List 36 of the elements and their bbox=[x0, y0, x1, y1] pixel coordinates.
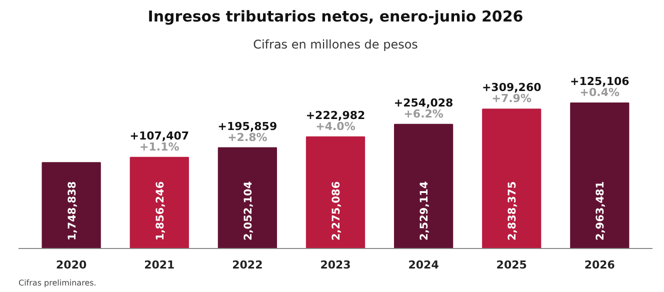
x-tick-label: 2024 bbox=[408, 258, 440, 272]
annotation: +6.2% bbox=[404, 107, 444, 120]
bar bbox=[218, 147, 278, 248]
data-label: 1,856,246 bbox=[154, 181, 166, 240]
x-tick-label: 2022 bbox=[232, 258, 263, 272]
annotation: +4.0% bbox=[316, 120, 356, 133]
annotation: +107,407 bbox=[130, 129, 190, 142]
bar bbox=[42, 162, 101, 248]
annotation: +2.8% bbox=[228, 130, 268, 144]
x-tick-label: 2026 bbox=[584, 258, 616, 272]
chart-title: Ingresos tributarios netos, enero-junio 2026 bbox=[148, 8, 524, 26]
data-label: 2,963,481 bbox=[594, 181, 607, 240]
data-label: 2,052,104 bbox=[242, 181, 254, 240]
bar bbox=[570, 102, 630, 248]
text: Cifras preliminares. bbox=[18, 278, 96, 288]
chart-subtitle: Cifras en millones de pesos bbox=[253, 38, 418, 52]
data-label: 1,748,838 bbox=[66, 181, 78, 240]
data-label: 2,529,114 bbox=[418, 181, 431, 240]
annotation: +254,028 bbox=[394, 96, 454, 110]
x-tick-label: 2023 bbox=[320, 258, 351, 272]
bar bbox=[394, 124, 454, 248]
annotation: +125,106 bbox=[570, 75, 630, 88]
bar bbox=[130, 156, 189, 248]
annotation: +0.4% bbox=[580, 86, 620, 100]
annotation: +222,982 bbox=[306, 108, 366, 122]
bar bbox=[482, 108, 542, 248]
annotation: +7.9% bbox=[492, 92, 532, 106]
x-tick-label: 2021 bbox=[144, 258, 175, 272]
data-label: 2,275,086 bbox=[330, 181, 342, 240]
annotation: +309,260 bbox=[482, 81, 542, 94]
x-tick-label: 2025 bbox=[496, 258, 527, 272]
bar bbox=[306, 136, 366, 248]
data-label: 2,838,375 bbox=[506, 181, 519, 240]
annotation: +1.1% bbox=[140, 140, 180, 154]
x-tick-label: 2020 bbox=[56, 258, 87, 272]
annotation: +195,859 bbox=[218, 120, 278, 133]
